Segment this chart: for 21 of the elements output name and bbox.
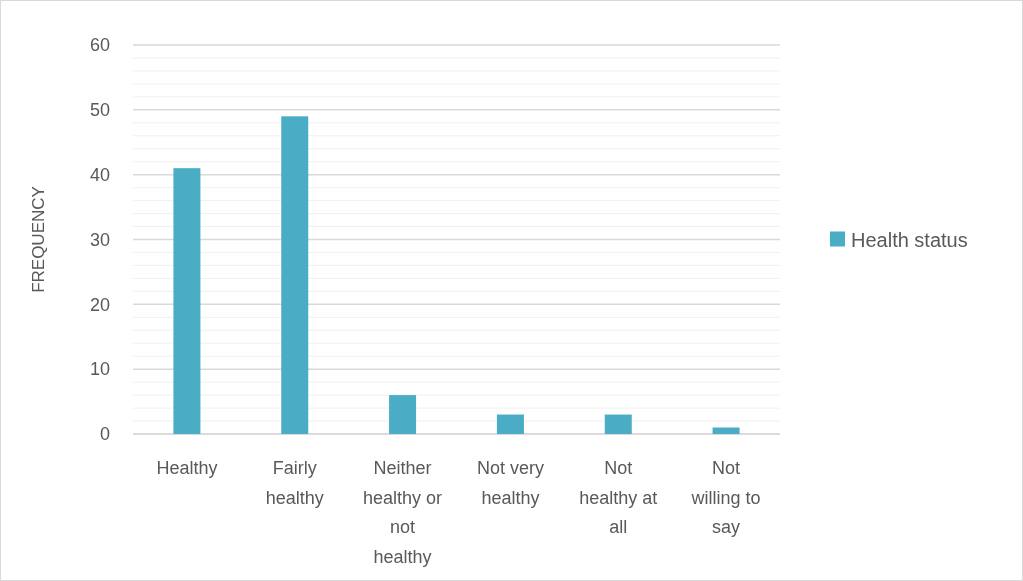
y-tick-label: 40 (89, 164, 110, 185)
y-tick-label: 0 (99, 424, 110, 445)
bar (173, 168, 201, 434)
y-axis-title: FREQUENCY (29, 186, 48, 293)
x-tick-label: Not very healthy (476, 458, 544, 508)
y-tick-label: 20 (89, 294, 110, 315)
y-tick-label: 60 (89, 35, 110, 56)
y-tick-label: 50 (89, 100, 110, 121)
x-tick-label: Neither healthy or not healthy (363, 458, 443, 567)
x-tick-label: Fairly healthy (265, 458, 324, 508)
y-tick-label: 10 (89, 359, 110, 380)
bar (389, 395, 417, 434)
x-tick-label: Not healthy at all (579, 458, 658, 537)
bar (281, 116, 309, 434)
legend-label: Health status (851, 228, 968, 251)
bar (712, 427, 740, 434)
x-tick-label: Healthy (156, 458, 218, 478)
y-tick-label: 30 (89, 229, 110, 250)
bar (604, 414, 632, 434)
x-tick-label: Not willing to say (690, 458, 761, 537)
bar (496, 414, 524, 434)
